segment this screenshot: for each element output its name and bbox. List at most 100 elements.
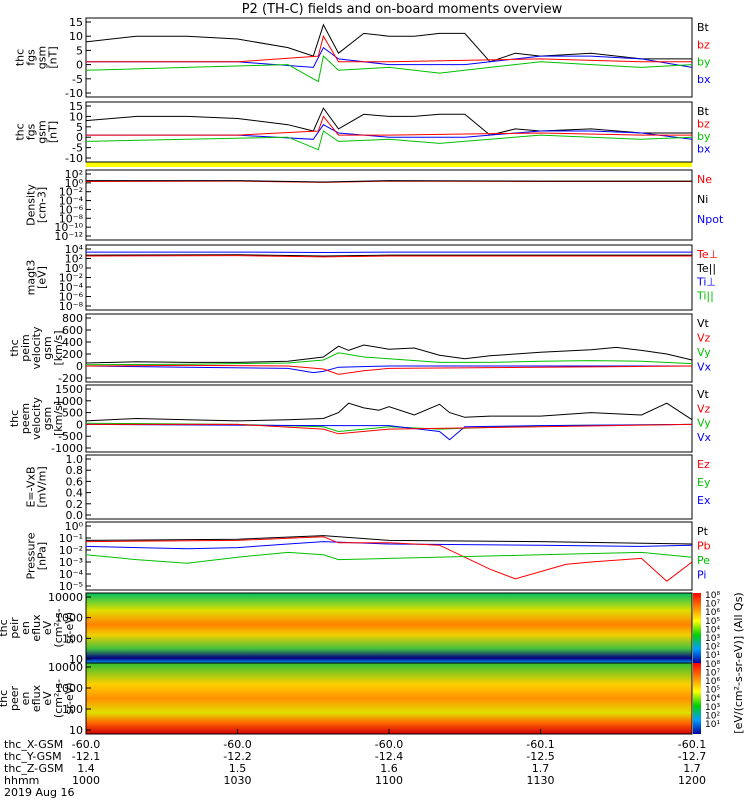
ytick-label: 1500 xyxy=(55,383,83,396)
colorbar: 10⁸10⁷10⁶10⁵10⁴10³10²10¹10⁸10⁷10⁶10⁵10⁴1… xyxy=(693,591,745,734)
legend-Ex: Ex xyxy=(697,494,711,507)
legend-Pe: Pe xyxy=(697,554,710,567)
xtick-label: -12.2 xyxy=(223,750,251,763)
xaxis-row-label: thc_Z-GSM xyxy=(4,762,64,775)
series-by xyxy=(85,130,693,151)
legend-Ey: Ey xyxy=(697,476,711,489)
ytick-label: 5 xyxy=(76,44,83,57)
legend-Te⊥: Te⊥ xyxy=(696,248,718,261)
ytick-label: 1000 xyxy=(55,395,83,408)
ytick-label: 1000 xyxy=(55,682,83,695)
legend-Vt: Vt xyxy=(697,317,710,330)
ytick-label: 10⁻⁵ xyxy=(59,580,83,593)
ytick-label: 100 xyxy=(62,703,83,716)
ytick-label: 15 xyxy=(69,16,83,29)
legend-bz: bz xyxy=(697,118,710,131)
legend-Npot: Npot xyxy=(697,213,724,226)
ytick-label: 10 xyxy=(69,653,83,666)
ylabel: thcpeemvelocitygsm[km/s] xyxy=(8,397,65,440)
ytick-label: 0 xyxy=(76,59,83,72)
legend-Pt: Pt xyxy=(697,525,709,538)
xtick-label: -60.0 xyxy=(375,738,403,751)
colorbar-tick: 10³ xyxy=(705,634,720,644)
colorbar-tick: 10² xyxy=(705,711,720,721)
legend-Vt: Vt xyxy=(697,388,710,401)
ytick-label: -5 xyxy=(72,142,83,155)
ytick-label: 10⁻⁶ xyxy=(59,291,84,304)
colorbar-tick: 10⁵ xyxy=(705,617,720,627)
ytick-label: 0.6 xyxy=(66,475,84,488)
legend-Vx: Vx xyxy=(697,431,712,444)
ylabel: thcfgsgsm[nT] xyxy=(14,120,60,143)
ytick-label: 15 xyxy=(69,100,83,113)
colorbar-tick: 10⁷ xyxy=(705,668,720,678)
legend-by: by xyxy=(697,56,711,69)
panel-frame xyxy=(85,17,693,98)
xtick-label: 1.7 xyxy=(683,762,701,775)
ytick-label: 10⁻¹² xyxy=(54,230,83,243)
ytick-label: 10⁻⁸ xyxy=(59,300,84,313)
xtick-label: 1130 xyxy=(527,774,555,787)
ytick-label: 10⁰ xyxy=(65,262,84,275)
ytick-label: 1000 xyxy=(55,612,83,625)
series-Vz xyxy=(85,364,693,375)
colorbar-tick: 10⁶ xyxy=(705,608,720,618)
legend-Pb: Pb xyxy=(697,540,711,553)
colorbar-tick: 10⁷ xyxy=(705,600,720,610)
colorbar-label: [eV/(cm²-s-sr-eV)] (All Qs) xyxy=(732,592,745,733)
ytick-label: 0 xyxy=(76,131,83,144)
ytick-label: 10000 xyxy=(48,591,83,604)
series-Te|| xyxy=(85,254,692,257)
legend-Bt: Bt xyxy=(697,21,710,34)
ytick-label: -200 xyxy=(58,372,83,385)
series-bx xyxy=(86,124,693,140)
series-bz xyxy=(86,34,692,63)
ytick-label: 10⁻⁴ xyxy=(59,281,84,294)
spacecraft-status-bar xyxy=(86,162,692,167)
ytick-label: 10 xyxy=(69,30,83,43)
chart-title: P2 (TH-C) fields and on-board moments ov… xyxy=(242,2,563,17)
ytick-label: 0 xyxy=(76,418,83,431)
ytick-label: 10⁰ xyxy=(65,520,84,533)
ytick-label: -5 xyxy=(72,73,83,86)
xtick-label: -12.5 xyxy=(526,750,554,763)
ytick-label: 10 xyxy=(69,724,83,737)
panel-frame xyxy=(85,384,693,453)
series-Vt xyxy=(85,344,693,364)
ylabel: magt3[eV] xyxy=(25,260,49,296)
legend-Vy: Vy xyxy=(697,346,711,359)
ylabel: Density[cm-3] xyxy=(25,184,49,226)
legend-Ne: Ne xyxy=(697,173,712,186)
ytick-label: 800 xyxy=(62,312,83,325)
colorbar-tick: 10⁴ xyxy=(705,694,720,704)
panel-frame xyxy=(85,521,693,591)
ytick-label: -1000 xyxy=(51,442,83,455)
legend-Vx: Vx xyxy=(697,361,712,374)
colorbar-tick: 10¹ xyxy=(705,651,720,661)
panel-frame xyxy=(85,313,693,383)
ytick-label: 10⁻⁴ xyxy=(59,195,84,208)
series-Pb xyxy=(85,536,693,582)
series-Pe xyxy=(85,551,693,564)
ytick-label: 10⁻⁴ xyxy=(59,568,84,581)
xtick-label: -12.1 xyxy=(72,750,100,763)
ytick-label: 0.8 xyxy=(66,464,84,477)
panel-9: 10000 1000 100 10 thcpeirenefluxeV(cm²-s-sr-… xyxy=(0,591,693,666)
legend-Ni: Ni xyxy=(697,193,708,206)
ytick-label: -10 xyxy=(65,152,83,165)
xtick-label: 1030 xyxy=(224,774,252,787)
ytick-label: 0 xyxy=(76,360,83,373)
ytick-label: 10⁰ xyxy=(65,177,84,190)
ytick-label: 400 xyxy=(62,336,83,349)
ytick-label: 10⁻⁸ xyxy=(59,212,84,225)
ylabel: thcfgsgsm[nT] xyxy=(14,46,60,69)
ytick-label: 0.4 xyxy=(66,487,84,500)
ytick-label: 10⁻³ xyxy=(59,556,83,569)
xtick-label: 1000 xyxy=(72,774,100,787)
